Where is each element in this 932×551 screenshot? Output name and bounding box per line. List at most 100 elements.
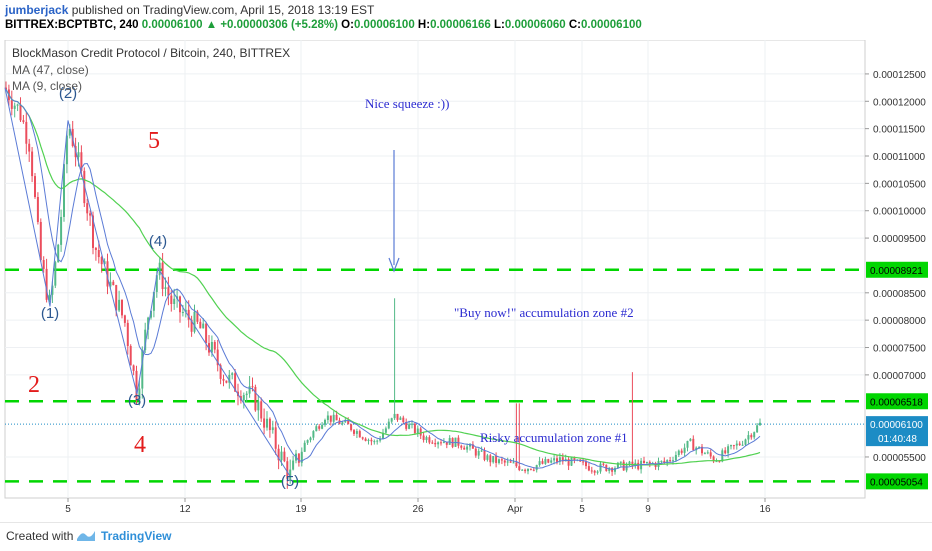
y-tick-label: 0.00011000 <box>873 152 926 163</box>
candle-body <box>750 435 753 438</box>
candle-body <box>457 437 460 446</box>
candle-body <box>335 414 338 421</box>
candle-body <box>486 455 489 460</box>
candle-body <box>669 460 672 462</box>
candle-body <box>280 451 283 461</box>
candle-body <box>628 461 631 466</box>
candle-body <box>718 461 721 463</box>
x-tick-label: 12 <box>179 504 191 515</box>
candle-body <box>219 365 222 379</box>
candle-body <box>382 432 384 439</box>
price-chart[interactable]: (1) (2) (3) (4) (5) Nice squeeze :)) "Buy now… <box>0 40 932 520</box>
close-label: C: <box>568 19 581 31</box>
author-link[interactable]: jumberjack <box>5 3 69 17</box>
candle-body <box>257 401 260 411</box>
candle-body <box>643 460 645 463</box>
candle-body <box>506 461 509 463</box>
candle-body <box>268 418 271 431</box>
legend-ma47: MA (47, close) <box>12 63 89 77</box>
candle-body <box>150 310 152 318</box>
candle-body <box>442 441 445 443</box>
candle-body <box>126 322 129 346</box>
candle-body <box>321 424 324 429</box>
candle-body <box>152 291 155 311</box>
candle-body <box>489 455 492 463</box>
candle-body <box>118 299 121 311</box>
candle-body <box>561 457 564 462</box>
symbol-label: BITTREX:BCPTBTC, 240 <box>5 19 139 31</box>
candle-body <box>663 460 666 463</box>
tradingview-brand[interactable]: TradingView <box>101 529 172 543</box>
candle-body <box>376 440 379 442</box>
candle-body <box>332 414 335 422</box>
candle-body <box>167 287 170 296</box>
candle-body <box>503 460 506 463</box>
y-tick-label: 0.00005500 <box>873 453 926 464</box>
candle-body <box>422 435 425 441</box>
candle-body <box>759 422 761 426</box>
x-tick-label: 26 <box>412 504 424 515</box>
candle-body <box>92 215 94 248</box>
candle-body <box>480 450 483 452</box>
candle-body <box>199 321 202 329</box>
candle-body <box>428 437 431 443</box>
open-value: 0.00006100 <box>353 19 415 31</box>
y-tick-label: 0.00007000 <box>873 371 926 382</box>
zone-price-label: 0.00008921 <box>870 266 923 277</box>
candle-body <box>251 386 254 388</box>
annotations: Nice squeeze :)) "Buy now!" accumulation … <box>28 96 634 458</box>
tradingview-logo-icon <box>77 531 95 541</box>
candle-body <box>614 468 616 472</box>
candle-body <box>544 459 547 464</box>
candle-body <box>254 386 257 411</box>
candle-body <box>399 417 402 420</box>
candle-body <box>680 450 683 453</box>
candle-body <box>660 460 663 462</box>
candle-body <box>97 250 100 258</box>
time-axis[interactable]: 5 12 19 26 Apr 5 9 16 <box>65 498 771 515</box>
candle-body <box>599 463 602 472</box>
zone-price-tag <box>866 473 928 490</box>
last-price: 0.00006100 <box>141 19 203 31</box>
y-tick-label: 0.00012500 <box>873 70 926 81</box>
candle-body <box>164 287 167 290</box>
candle-body <box>498 459 500 463</box>
candle-body <box>512 462 515 464</box>
high-label: H: <box>417 19 431 31</box>
candle-body <box>538 461 541 466</box>
candle-body <box>590 470 593 472</box>
candle-body <box>225 380 228 383</box>
chart-header: jumberjack published on TradingView.com,… <box>0 0 932 40</box>
candle-body <box>42 260 45 269</box>
price-axis[interactable]: 0.00012500 0.00012000 0.00011500 0.00011000… <box>864 40 928 498</box>
candle-body <box>242 395 245 401</box>
candle-body <box>216 349 219 366</box>
candle-body <box>347 420 350 425</box>
candle-body <box>469 444 471 447</box>
x-tick-label: Apr <box>507 504 523 515</box>
candle-body <box>65 135 68 165</box>
candle-body <box>350 424 353 431</box>
zone-price-label: 0.00006518 <box>870 397 923 408</box>
candle-body <box>141 350 144 389</box>
candle-body <box>274 427 277 449</box>
candle-body <box>260 401 263 419</box>
candle-body <box>524 469 527 472</box>
candle-body <box>411 423 413 425</box>
candle-body <box>228 374 231 383</box>
candle-body <box>384 428 387 433</box>
low-label: L: <box>494 19 505 31</box>
candle-body <box>190 319 193 332</box>
candle-body <box>45 268 48 300</box>
candle-body <box>179 296 181 313</box>
candle-body <box>596 471 599 473</box>
candle-body <box>34 176 36 198</box>
candle-body <box>466 446 469 450</box>
plot-frame <box>4 40 866 499</box>
candle-body <box>39 221 42 261</box>
candle-body <box>532 469 535 471</box>
legend-ma9: MA (9, close) <box>12 79 82 93</box>
ma47-line <box>5 89 761 466</box>
candle-body <box>300 451 303 463</box>
candle-body <box>402 417 405 423</box>
